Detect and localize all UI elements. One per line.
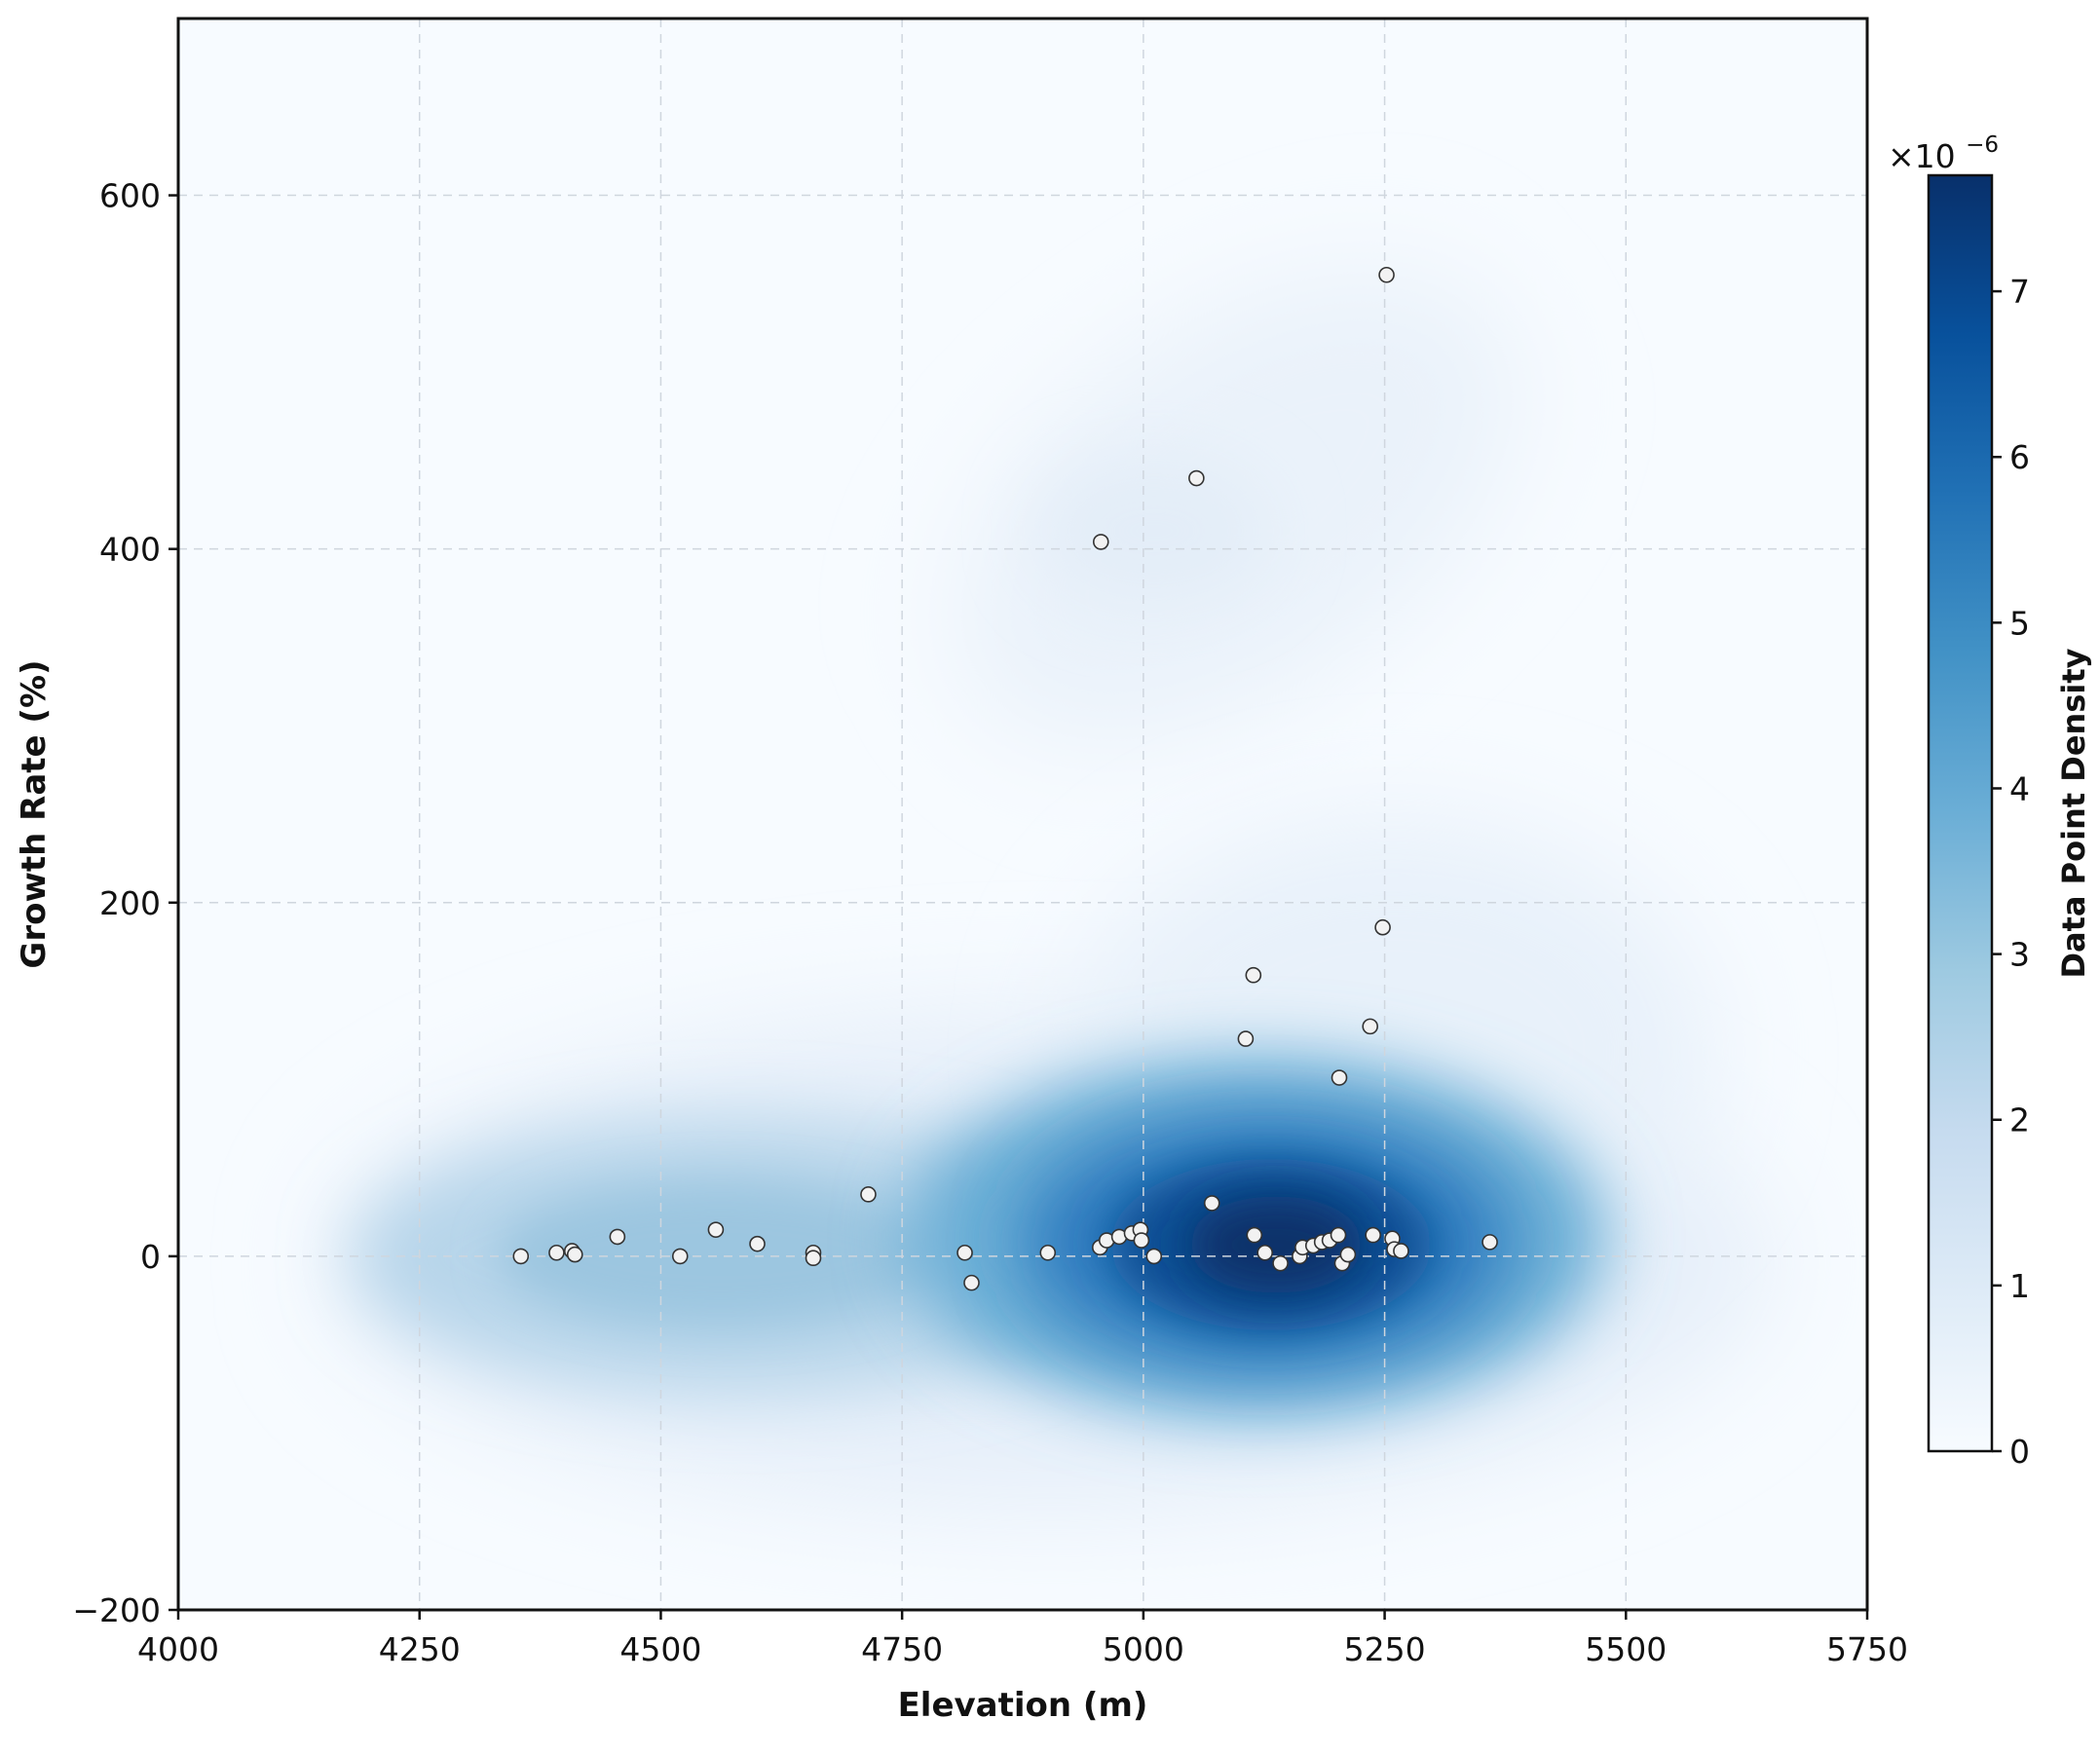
- scatter-point: [566, 1246, 583, 1263]
- x-tick-label: 4000: [137, 1630, 219, 1668]
- x-axis: 4000 4250 4500 4750 5000 5250 5500 5750: [137, 1610, 1908, 1668]
- scatter-point: [1203, 1195, 1220, 1212]
- x-axis-title: Elevation (m): [898, 1686, 1148, 1725]
- colorbar-tick-label: 0: [2009, 1433, 2030, 1471]
- scatter-point: [1188, 469, 1205, 487]
- y-axis: −200 0 200 400 600: [72, 177, 178, 1629]
- x-tick-label: 4750: [861, 1630, 943, 1668]
- scatter-point: [609, 1228, 626, 1246]
- scatter-point: [512, 1248, 530, 1265]
- colorbar-title: Data Point Density: [2055, 648, 2092, 978]
- y-axis-title: Growth Rate (%): [15, 659, 54, 968]
- colorbar-tick-label: 7: [2009, 273, 2030, 311]
- y-tick-label: 200: [99, 884, 161, 922]
- colorbar-tick-label: 6: [2009, 438, 2030, 476]
- scatter-point: [963, 1274, 980, 1291]
- scatter-point: [1481, 1234, 1498, 1251]
- y-tick-label: 600: [99, 177, 161, 215]
- colorbar-tick-label: 2: [2009, 1102, 2030, 1140]
- scatter-point: [1272, 1254, 1289, 1272]
- x-tick-label: 5000: [1103, 1630, 1184, 1668]
- scatter-point: [1039, 1244, 1057, 1261]
- scatter-point: [956, 1244, 973, 1261]
- colorbar: 0 1 2 3 4 5 6 7 ×10 −6 Data Point Density: [1888, 132, 2092, 1471]
- y-tick-label: −200: [72, 1591, 161, 1629]
- colorbar-tick-label: 3: [2009, 936, 2030, 974]
- scatter-point: [1245, 966, 1262, 984]
- density-field: [331, 267, 1773, 1514]
- plot-frame: [176, 17, 1869, 1612]
- colorbar-tick-label: 5: [2009, 604, 2030, 642]
- scatter-point: [707, 1221, 725, 1238]
- colorbar-scale-exponent: −6: [1966, 132, 1999, 158]
- colorbar-gradient: [1927, 173, 1994, 1453]
- scatter-point: [1365, 1226, 1381, 1244]
- x-tick-label: 5500: [1585, 1630, 1667, 1668]
- grid-lines: [178, 19, 1867, 1610]
- colorbar-tick-label: 1: [2009, 1267, 2030, 1305]
- colorbar-ticks: 0 1 2 3 4 5 6 7: [1992, 273, 2030, 1471]
- scatter-point: [1339, 1246, 1357, 1263]
- scatter-point: [671, 1248, 689, 1265]
- scatter-point: [1092, 534, 1109, 550]
- scatter-point: [1393, 1243, 1409, 1259]
- scatter-point: [1374, 918, 1391, 936]
- scatter-point: [1378, 266, 1395, 283]
- x-tick-label: 5750: [1826, 1630, 1908, 1668]
- scatter-point: [1145, 1248, 1163, 1265]
- scatter-point: [1362, 1018, 1379, 1035]
- scatter-point: [1133, 1232, 1150, 1249]
- scatter-point: [1331, 1069, 1348, 1086]
- x-tick-label: 4500: [619, 1630, 701, 1668]
- scatter-point: [749, 1235, 766, 1252]
- y-tick-label: 0: [140, 1238, 161, 1276]
- colorbar-scale-label: ×10 −6: [1888, 132, 1999, 175]
- scatter-point: [1330, 1226, 1347, 1244]
- x-tick-label: 4250: [379, 1630, 461, 1668]
- scatter-point: [805, 1250, 822, 1267]
- x-tick-label: 5250: [1344, 1630, 1426, 1668]
- y-tick-label: 400: [99, 531, 161, 569]
- scatter-point: [1246, 1226, 1263, 1244]
- colorbar-tick-label: 4: [2009, 769, 2030, 807]
- colorbar-scale-base: ×10: [1888, 137, 1956, 175]
- scatter-point: [548, 1244, 565, 1261]
- scatter-point: [860, 1186, 877, 1203]
- scatter-point: [1256, 1244, 1274, 1261]
- scatter-points: [512, 266, 1498, 1291]
- scatter-point: [1237, 1030, 1255, 1047]
